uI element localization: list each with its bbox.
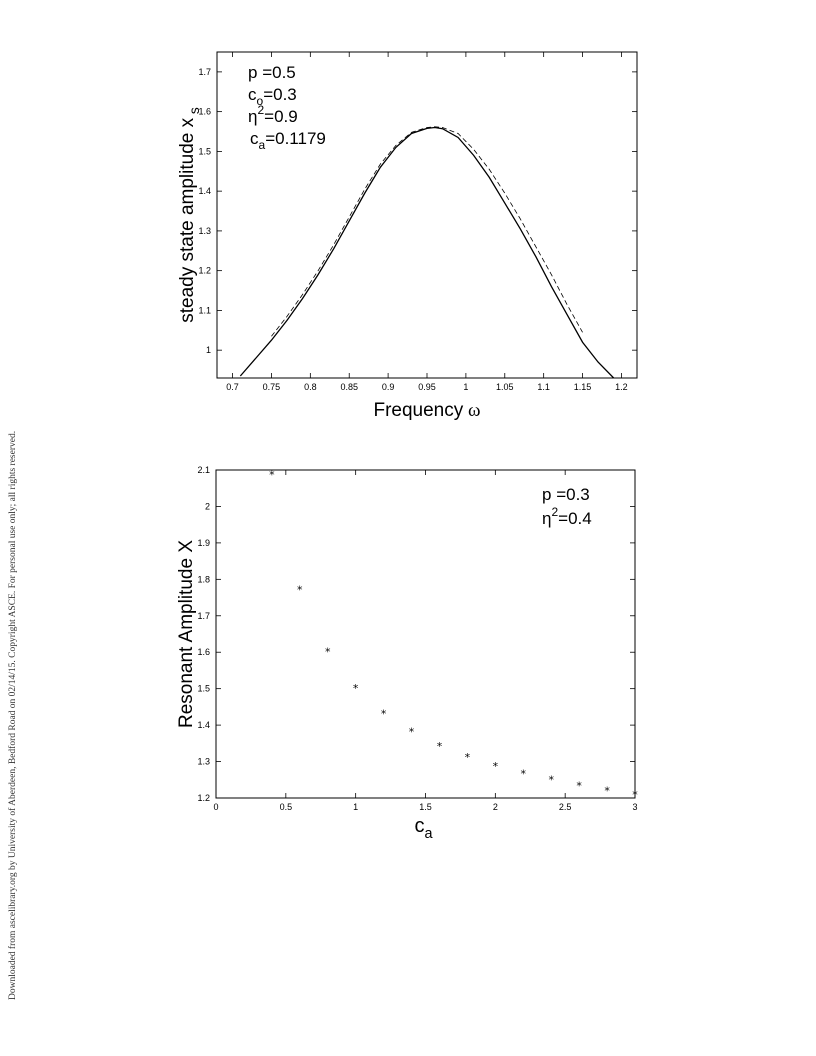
scatter-point: * bbox=[353, 682, 359, 695]
solid-series-line bbox=[239, 126, 615, 378]
x-tick-label: 0 bbox=[213, 802, 218, 812]
scatter-point: * bbox=[325, 645, 331, 658]
x-tick-label: 3 bbox=[632, 802, 637, 812]
x-tick-label: 0.8 bbox=[304, 382, 317, 392]
x-tick-label: 0.95 bbox=[418, 382, 436, 392]
scatter-point: * bbox=[521, 767, 527, 780]
frequency-response-chart: 0.7 0.75 0.8 0.85 0.9 0.95 1 1.05 1.1 1.15 1.2 1 1.1… bbox=[177, 51, 638, 421]
y-tick-label: 1 bbox=[206, 345, 211, 355]
scatter-point: * bbox=[632, 789, 638, 802]
x-tick-label: 1.05 bbox=[496, 382, 514, 392]
scatter-point: * bbox=[465, 751, 471, 764]
x-tick-label: 1.1 bbox=[537, 382, 550, 392]
y-tick-label: 1.6 bbox=[198, 107, 211, 117]
annotation-label: p =0.3 bbox=[542, 485, 590, 504]
x-tick-label: 0.75 bbox=[263, 382, 281, 392]
y-tick-label: 1.3 bbox=[198, 226, 211, 236]
y-tick-label: 1.3 bbox=[197, 757, 210, 767]
y-tick-label: 1.4 bbox=[197, 720, 210, 730]
y-tick-label: 1.8 bbox=[197, 574, 210, 584]
x-axis-label: ca bbox=[414, 815, 432, 842]
x-tick-label: 1 bbox=[463, 382, 468, 392]
y-tick-label: 1.2 bbox=[198, 266, 211, 276]
y-tick-label: 2 bbox=[205, 501, 210, 511]
y-tick-label: 1.7 bbox=[198, 67, 211, 77]
x-tick-label: 0.85 bbox=[340, 382, 358, 392]
x-tick-label: 2 bbox=[493, 802, 498, 812]
scatter-point: * bbox=[297, 583, 303, 596]
y-axis-label: steady state amplitude x s bbox=[177, 107, 202, 323]
x-tick-label: 0.9 bbox=[382, 382, 395, 392]
dashed-series-line bbox=[271, 126, 583, 337]
scatter-point: * bbox=[381, 707, 387, 720]
y-tick-label: 1.4 bbox=[198, 186, 211, 196]
annotation-label: η2=0.9 bbox=[248, 103, 298, 126]
y-tick-label: 1.5 bbox=[197, 684, 210, 694]
scatter-point: * bbox=[548, 774, 554, 787]
y-axis-label: Resonant Amplitude X bbox=[176, 540, 197, 728]
x-axis-label: Frequency ω bbox=[373, 400, 480, 421]
y-tick-label: 1.9 bbox=[197, 538, 210, 548]
x-tick-label: 2.5 bbox=[559, 802, 572, 812]
y-tick-label: 1.1 bbox=[198, 305, 211, 315]
x-tick-label: 1.2 bbox=[615, 382, 628, 392]
x-tick-label: 1.15 bbox=[574, 382, 592, 392]
resonant-amplitude-chart: 0 0.5 1 1.5 2 2.5 3 1.2 1.3 1.4 1.5 1.6 1.7 1.8 1.9 2 2.… bbox=[176, 465, 638, 842]
annotation-label: p =0.5 bbox=[248, 63, 296, 82]
scatter-point: * bbox=[437, 740, 443, 753]
x-tick-label: 1 bbox=[353, 802, 358, 812]
y-tick-label: 2.1 bbox=[197, 465, 210, 475]
scatter-point: * bbox=[409, 726, 415, 739]
x-tick-label: 0.7 bbox=[226, 382, 239, 392]
y-tick-label: 1.5 bbox=[198, 146, 211, 156]
scatter-point: * bbox=[269, 469, 275, 482]
y-tick-label: 1.7 bbox=[197, 611, 210, 621]
annotation-label: ca=0.1179 bbox=[250, 129, 326, 152]
y-tick-label: 1.6 bbox=[197, 647, 210, 657]
annotation-label: η2=0.4 bbox=[542, 505, 592, 528]
scatter-point: * bbox=[604, 785, 610, 798]
scatter-point: * bbox=[493, 760, 499, 773]
y-tick-label: 1.2 bbox=[197, 793, 210, 803]
x-tick-label: 0.5 bbox=[280, 802, 293, 812]
annotation-label: co=0.3 bbox=[248, 85, 297, 108]
scatter-point: * bbox=[576, 780, 582, 793]
x-tick-label: 1.5 bbox=[419, 802, 432, 812]
